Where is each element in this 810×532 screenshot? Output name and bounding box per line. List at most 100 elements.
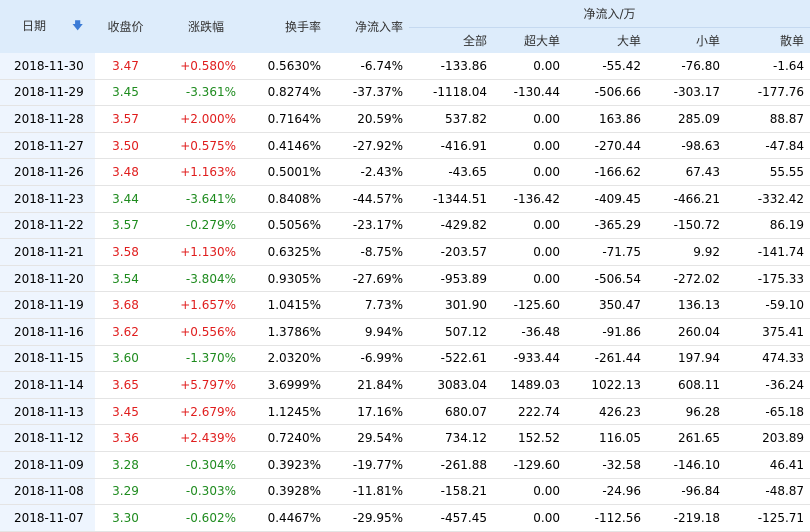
column-header-change[interactable]: 涨跌幅 [156,0,242,53]
column-header-small[interactable]: 小单 [647,27,726,53]
net-xlarge-cell: -136.42 [493,185,566,213]
table-body: 2018-11-30 3.47 +0.580% 0.5630% -6.74% -133.8… [0,53,810,532]
close-price-cell: 3.36 [95,424,156,452]
net-small-cell: -150.72 [647,212,726,240]
change-pct-cell: +0.575% [156,132,242,160]
sort-down-icon[interactable]: 🡇 [72,19,84,32]
net-ratio-cell: 29.54% [327,424,409,452]
net-xsmall-cell: 474.33 [726,345,810,373]
net-xlarge-cell: 0.00 [493,132,566,160]
date-cell: 2018-11-19 [0,291,95,319]
turnover-cell: 0.5001% [242,158,327,186]
net-xlarge-cell: -129.60 [493,451,566,479]
net-xlarge-cell: -36.48 [493,318,566,346]
change-pct-cell: -0.279% [156,212,242,240]
net-xsmall-cell: 46.41 [726,451,810,479]
date-header-label: 日期 [22,19,47,33]
change-pct-cell: -1.370% [156,345,242,373]
net-xlarge-cell: 0.00 [493,478,566,506]
column-header-xsmall[interactable]: 散单 [726,27,810,53]
date-cell: 2018-11-28 [0,105,95,133]
net-xlarge-cell: -130.44 [493,79,566,107]
table-row: 2018-11-28 3.57 +2.000% 0.7164% 20.59% 537.82… [0,105,810,133]
turnover-cell: 0.6325% [242,238,327,266]
net-xlarge-cell: 0.00 [493,504,566,532]
date-cell: 2018-11-21 [0,238,95,266]
net-large-cell: 426.23 [566,398,647,426]
column-header-turnover[interactable]: 换手率 [242,0,327,53]
column-header-large[interactable]: 大单 [566,27,647,53]
turnover-cell: 0.3923% [242,451,327,479]
table-row: 2018-11-14 3.65 +5.797% 3.6999% 21.84% 3083.0… [0,371,810,399]
net-large-cell: -506.54 [566,265,647,293]
table-row: 2018-11-19 3.68 +1.657% 1.0415% 7.73% 301.90-… [0,291,810,319]
column-header-net-ratio[interactable]: 净流入率 [327,0,409,53]
close-price-cell: 3.30 [95,504,156,532]
net-all-cell: 3083.04 [409,371,493,399]
net-large-cell: -112.56 [566,504,647,532]
net-xsmall-cell: -47.84 [726,132,810,160]
change-pct-cell: -3.361% [156,79,242,107]
change-pct-cell: +0.580% [156,53,242,80]
net-ratio-cell: -23.17% [327,212,409,240]
net-small-cell: 197.94 [647,345,726,373]
table-row: 2018-11-23 3.44 -3.641% 0.8408% -44.57% -1344… [0,185,810,213]
table-row: 2018-11-27 3.50 +0.575% 0.4146% -27.92% -416.… [0,132,810,160]
net-large-cell: -409.45 [566,185,647,213]
net-all-cell: -522.61 [409,345,493,373]
net-small-cell: 96.28 [647,398,726,426]
net-ratio-cell: -44.57% [327,185,409,213]
close-price-cell: 3.28 [95,451,156,479]
net-ratio-cell: -19.77% [327,451,409,479]
net-small-cell: 261.65 [647,424,726,452]
net-small-cell: -96.84 [647,478,726,506]
turnover-cell: 0.4467% [242,504,327,532]
close-price-cell: 3.57 [95,212,156,240]
net-xsmall-cell: -36.24 [726,371,810,399]
turnover-cell: 0.7164% [242,105,327,133]
change-pct-cell: +1.130% [156,238,242,266]
change-pct-cell: +2.679% [156,398,242,426]
net-all-cell: -429.82 [409,212,493,240]
column-header-all[interactable]: 全部 [409,27,493,53]
date-cell: 2018-11-07 [0,504,95,532]
column-group-net-inflow: 净流入/万 [409,0,810,28]
date-cell: 2018-11-20 [0,265,95,293]
net-ratio-cell: 20.59% [327,105,409,133]
table-row: 2018-11-21 3.58 +1.130% 0.6325% -8.75% -203.5… [0,238,810,266]
net-xsmall-cell: -177.76 [726,79,810,107]
date-cell: 2018-11-14 [0,371,95,399]
close-price-cell: 3.48 [95,158,156,186]
net-xsmall-cell: -59.10 [726,291,810,319]
turnover-cell: 1.0415% [242,291,327,319]
net-large-cell: -24.96 [566,478,647,506]
net-large-cell: -91.86 [566,318,647,346]
table-header: 日期 🡇 收盘价 涨跌幅 换手率 净流入率 净流入/万 全部 超大单 大单 小单 … [0,0,810,53]
net-xsmall-cell: -175.33 [726,265,810,293]
net-all-cell: 680.07 [409,398,493,426]
net-all-cell: -1344.51 [409,185,493,213]
turnover-cell: 1.3786% [242,318,327,346]
net-all-cell: 301.90 [409,291,493,319]
table-row: 2018-11-30 3.47 +0.580% 0.5630% -6.74% -133.8… [0,53,810,80]
change-pct-cell: -0.602% [156,504,242,532]
table-row: 2018-11-22 3.57 -0.279% 0.5056% -23.17% -429.… [0,212,810,240]
net-xlarge-cell: -125.60 [493,291,566,319]
column-header-xlarge[interactable]: 超大单 [493,27,566,53]
column-header-close[interactable]: 收盘价 [95,0,156,53]
net-small-cell: -146.10 [647,451,726,479]
net-large-cell: -71.75 [566,238,647,266]
net-all-cell: -457.45 [409,504,493,532]
net-xlarge-cell: 0.00 [493,53,566,80]
close-price-cell: 3.45 [95,79,156,107]
close-price-cell: 3.62 [95,318,156,346]
turnover-cell: 3.6999% [242,371,327,399]
net-large-cell: 116.05 [566,424,647,452]
table-row: 2018-11-15 3.60 -1.370% 2.0320% -6.99% -522.6… [0,345,810,373]
change-pct-cell: -0.303% [156,478,242,506]
close-price-cell: 3.47 [95,53,156,80]
net-ratio-cell: -27.69% [327,265,409,293]
turnover-cell: 0.9305% [242,265,327,293]
net-all-cell: -953.89 [409,265,493,293]
column-header-date[interactable]: 日期 🡇 [0,0,95,53]
